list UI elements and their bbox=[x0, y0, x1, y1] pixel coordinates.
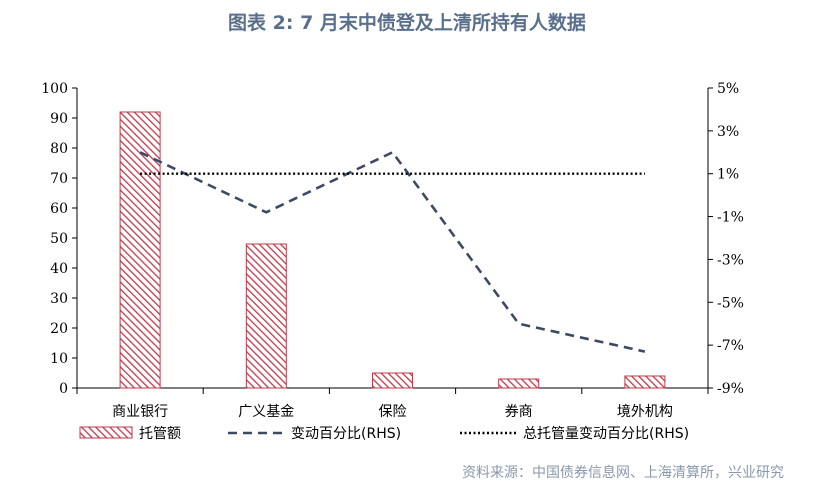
left-tick-label: 50 bbox=[50, 231, 68, 247]
series-line-change-pct bbox=[139, 150, 646, 353]
bar bbox=[119, 111, 161, 389]
source-note: 资料来源：中国债券信息网、上海清算所，兴业研究 bbox=[462, 465, 784, 481]
right-tick-label: -3% bbox=[717, 252, 744, 268]
legend-label-dashed: 变动百分比(RHS) bbox=[291, 426, 401, 442]
left-tick-label: 100 bbox=[41, 81, 68, 97]
left-tick-label: 30 bbox=[50, 291, 68, 307]
left-tick-label: 0 bbox=[59, 381, 68, 397]
left-tick-label: 90 bbox=[50, 111, 68, 127]
bar bbox=[498, 378, 540, 389]
x-tick-label: 广义基金 bbox=[238, 403, 294, 420]
right-tick-label: -5% bbox=[717, 295, 744, 311]
right-tick-label: 1% bbox=[717, 167, 739, 183]
legend-label-dotted: 总托管量变动百分比(RHS) bbox=[523, 426, 689, 442]
right-tick-label: -7% bbox=[717, 338, 744, 354]
left-tick-label: 70 bbox=[50, 171, 68, 187]
x-tick-label: 境外机构 bbox=[617, 404, 673, 420]
chart-title: 图表 2: 7 月末中债登及上清所持有人数据 bbox=[228, 12, 586, 34]
bar bbox=[372, 372, 413, 389]
left-tick-label: 60 bbox=[50, 201, 68, 217]
right-tick-label: -9% bbox=[717, 381, 744, 397]
left-tick-label: 40 bbox=[50, 261, 68, 277]
x-tick-label: 券商 bbox=[505, 404, 533, 420]
right-tick-label: 5% bbox=[717, 81, 739, 97]
left-tick-label: 80 bbox=[50, 141, 68, 157]
x-tick-label: 商业银行 bbox=[112, 404, 168, 420]
left-tick-label: 20 bbox=[50, 321, 68, 337]
x-tick-label: 保险 bbox=[379, 404, 407, 420]
bar bbox=[245, 243, 287, 389]
bar bbox=[624, 375, 666, 389]
right-tick-label: 3% bbox=[717, 124, 739, 140]
legend-label-bar: 托管额 bbox=[139, 426, 181, 442]
left-tick-label: 10 bbox=[50, 351, 68, 367]
right-tick-label: -1% bbox=[717, 210, 744, 226]
legend-swatch-bar bbox=[79, 426, 133, 439]
